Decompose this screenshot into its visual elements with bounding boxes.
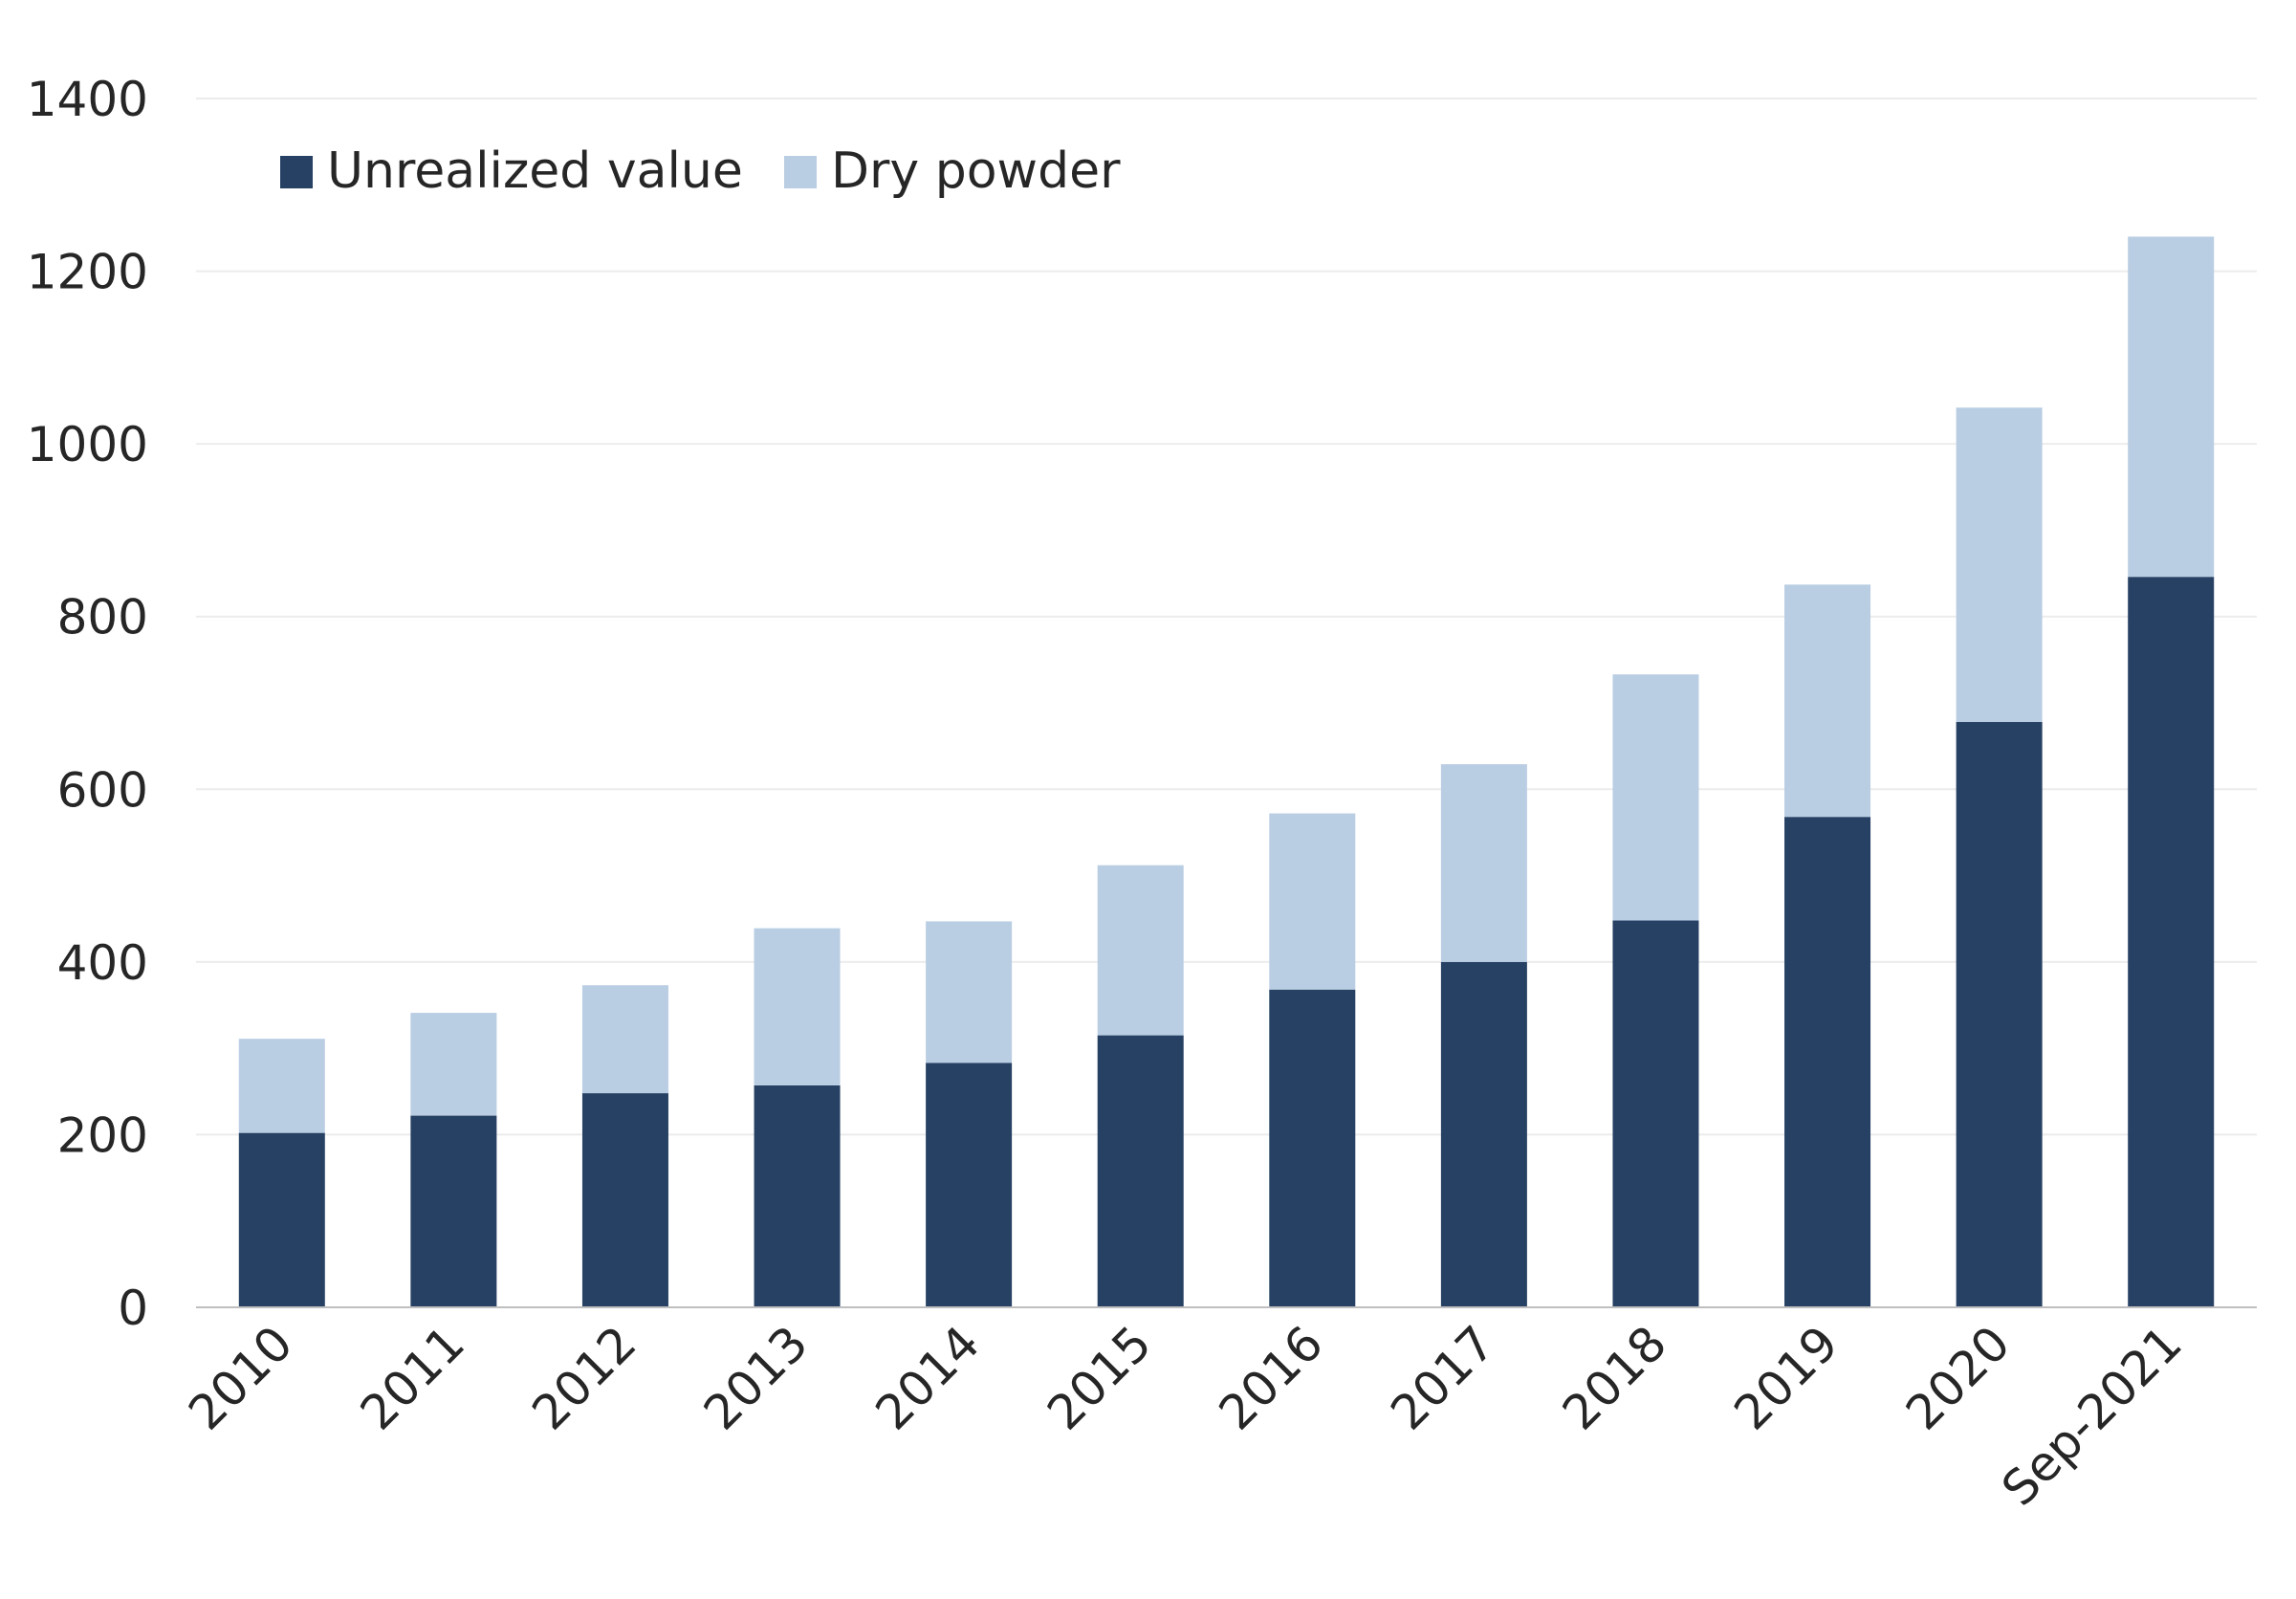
y-tick-label: 1000 [27,417,148,472]
bar-unrealized-value-2013 [754,1084,841,1307]
bar-unrealized-value-2018 [1612,920,1699,1307]
x-tick-label: 2012 [521,1315,646,1440]
bar-unrealized-value-2015 [1097,1035,1184,1307]
bar-unrealized-value-2012 [581,1093,668,1307]
bar-dry-powder-2019 [1784,584,1871,818]
bar-unrealized-value-2016 [1269,989,1356,1307]
y-tick-label: 400 [57,935,148,991]
bar-unrealized-value-2014 [926,1062,1013,1307]
x-tick-label: 2013 [693,1315,819,1440]
bar-unrealized-value-2017 [1440,961,1527,1307]
bar-unrealized-value-2011 [410,1115,497,1307]
legend-label-dry-powder: Dry powder [831,142,1121,200]
legend-swatch-unrealized-value [280,156,313,188]
bar-dry-powder-2014 [926,921,1013,1063]
bars [238,236,2215,1307]
bar-unrealized-value-Sep-2021 [2128,577,2215,1307]
y-tick-label: 1400 [27,72,148,127]
x-tick-label: 2019 [1724,1315,1849,1440]
y-tick-label: 0 [118,1281,148,1336]
bar-dry-powder-2020 [1956,407,2043,722]
legend: Unrealized value Dry powder [280,142,1121,200]
bar-dry-powder-2011 [410,1013,497,1116]
x-tick-label: 2020 [1895,1315,2021,1440]
x-tick-label: 2015 [1037,1315,1162,1440]
y-axis-tick-labels: 0 200 400 600 800 1000 1200 1400 [27,72,148,1336]
bar-dry-powder-2012 [581,985,668,1094]
y-tick-label: 600 [57,762,148,818]
bar-unrealized-value-2019 [1784,817,1871,1307]
x-tick-label: 2018 [1552,1315,1677,1440]
x-tick-label: 2017 [1380,1315,1505,1440]
bar-dry-powder-2010 [238,1039,325,1133]
x-axis-tick-labels: 2010 2011 2012 2013 2014 2015 2016 2017 2018 2019… [178,1315,2192,1516]
x-tick-label: 2014 [865,1315,991,1440]
bar-dry-powder-2015 [1097,865,1184,1036]
bar-unrealized-value-2010 [238,1132,325,1307]
bar-unrealized-value-2020 [1956,721,2043,1307]
bar-dry-powder-2013 [754,928,841,1085]
gridlines [196,98,2257,1136]
y-tick-label: 200 [57,1107,148,1163]
legend-label-unrealized-value: Unrealized value [327,142,743,200]
legend-swatch-dry-powder [784,156,817,188]
bar-dry-powder-2016 [1269,813,1356,990]
x-tick-label: 2011 [350,1315,475,1440]
y-tick-label: 800 [57,590,148,646]
x-tick-label: Sep-2021 [1991,1315,2192,1516]
bar-dry-powder-2017 [1440,764,1527,962]
y-tick-label: 1200 [27,245,148,300]
bar-dry-powder-2018 [1612,674,1699,921]
bar-dry-powder-Sep-2021 [2128,236,2215,578]
x-tick-label: 2016 [1209,1315,1334,1440]
x-tick-label: 2010 [178,1315,303,1440]
